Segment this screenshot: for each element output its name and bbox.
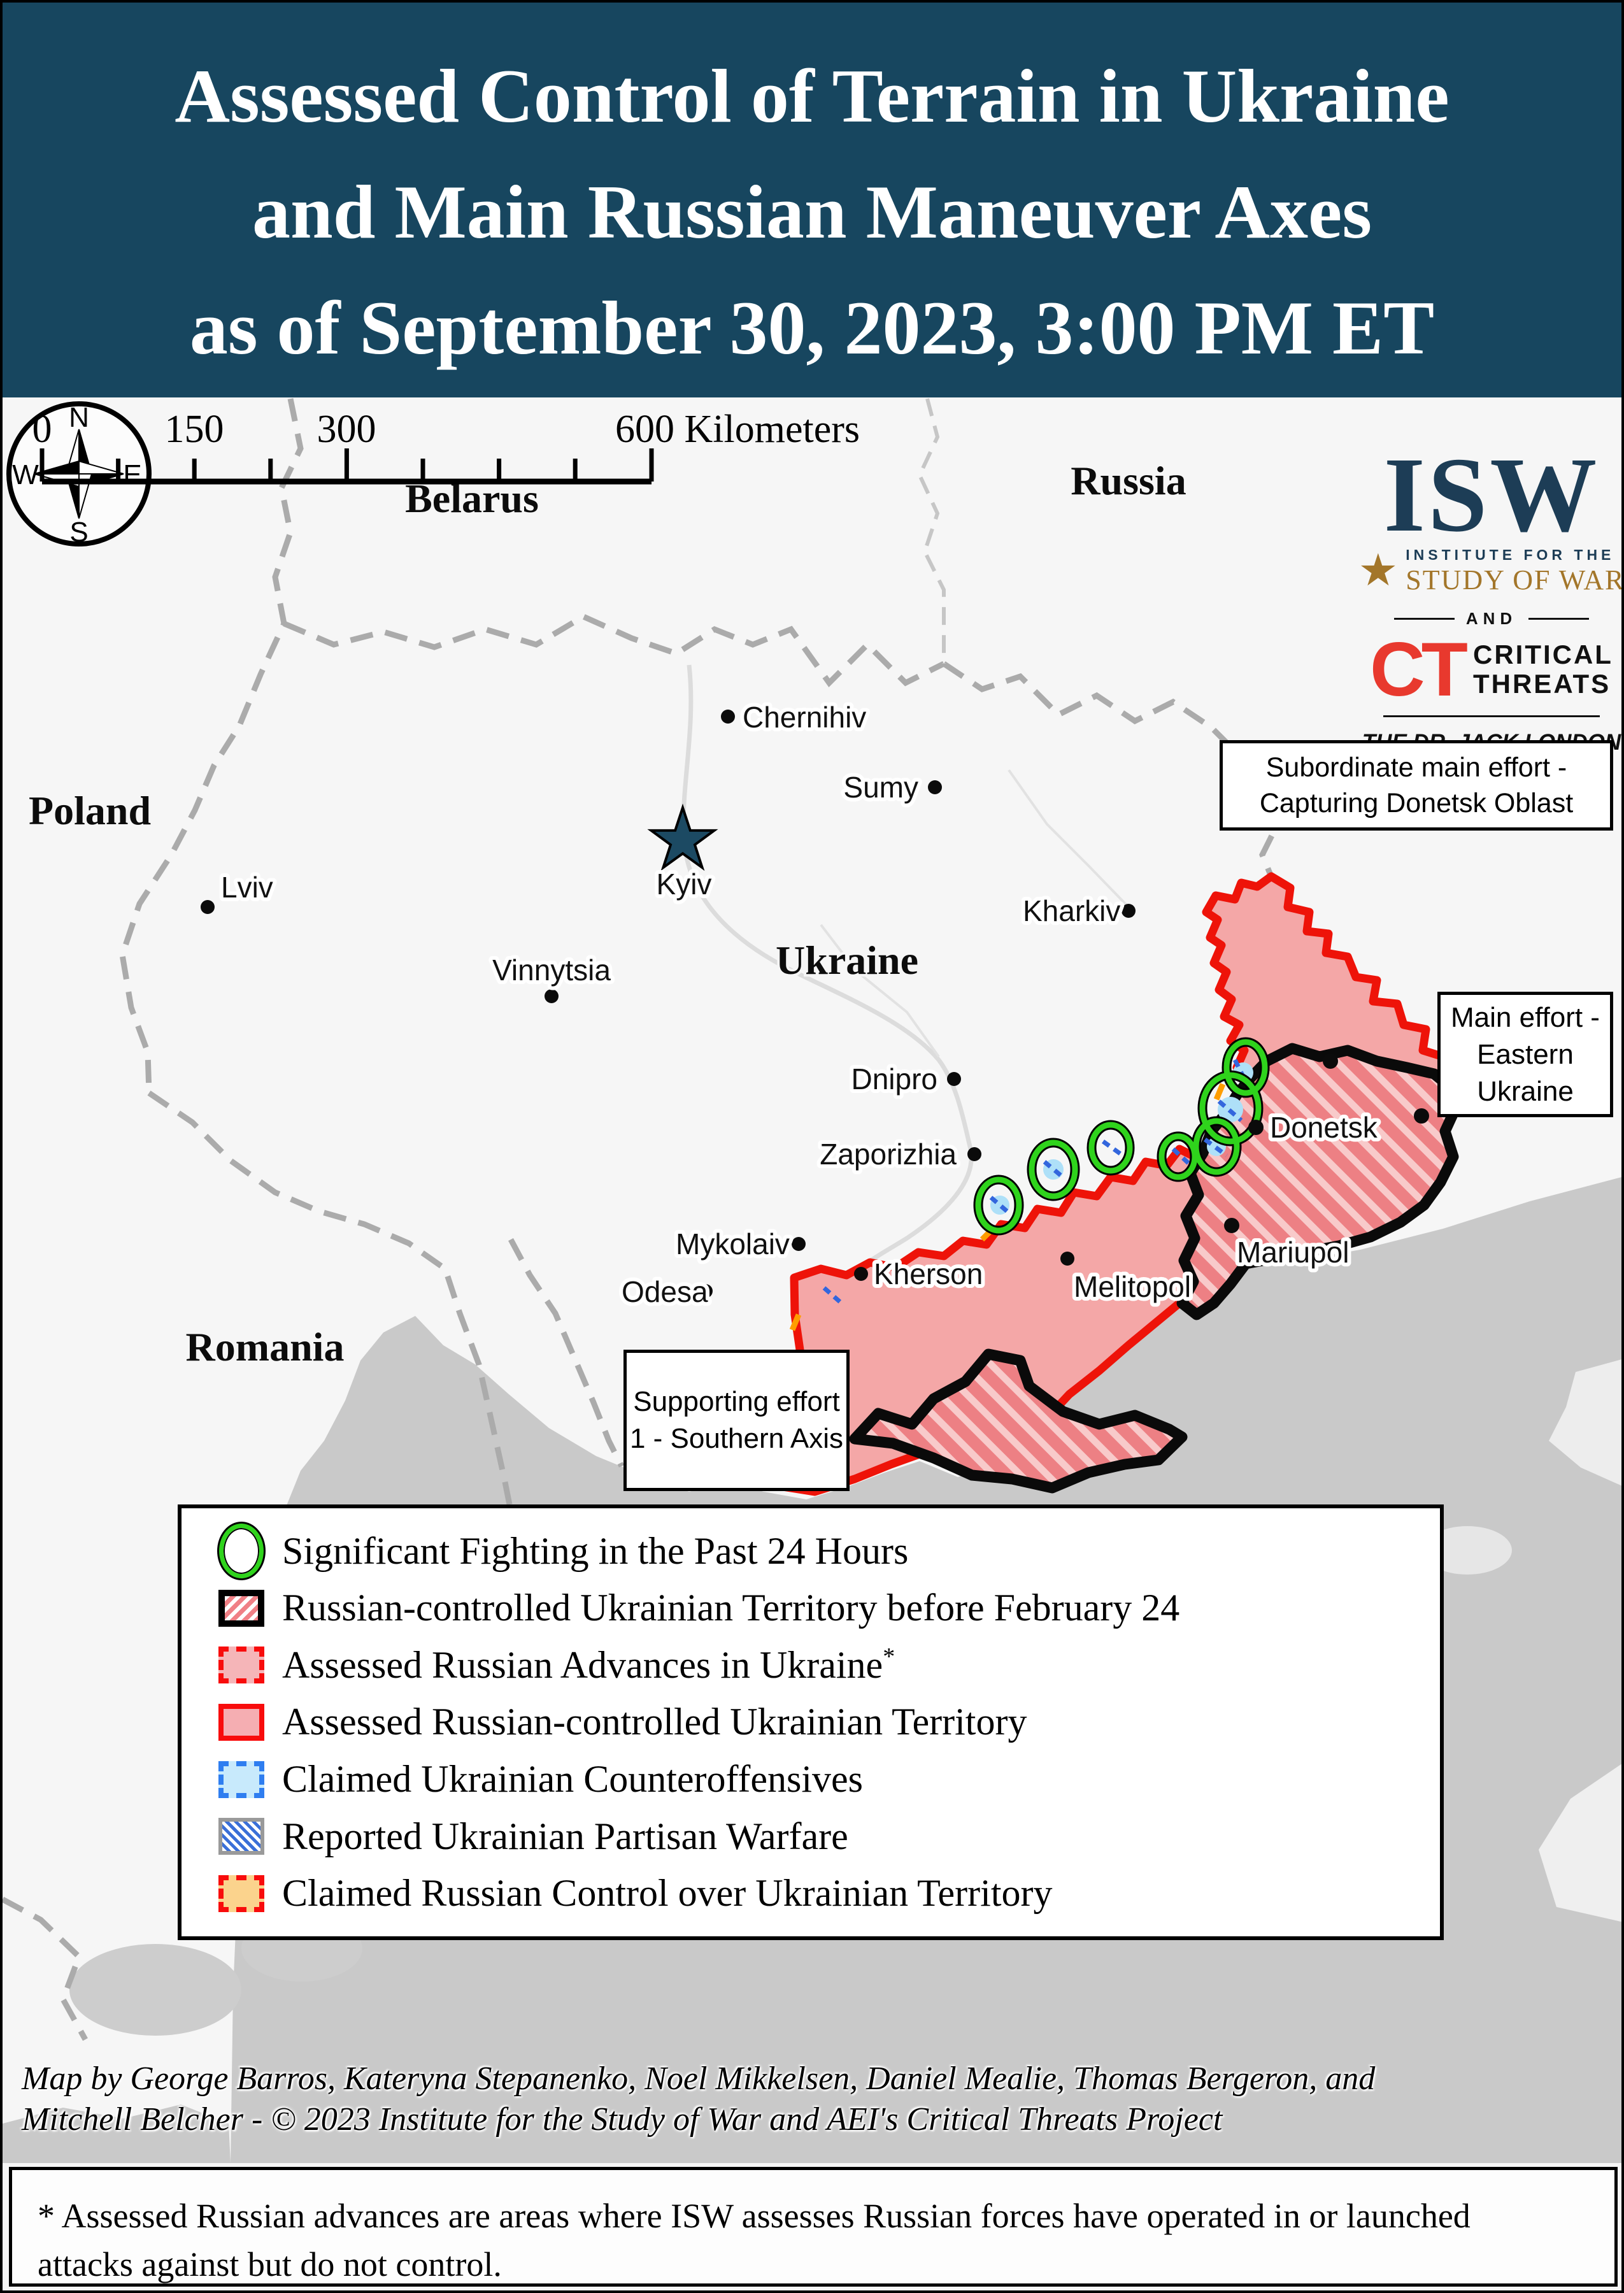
footnote-line-2: attacks against but do not control.	[38, 2245, 502, 2283]
city-dots	[201, 710, 1429, 1298]
city-label-vinnytsia: Vinnytsia	[492, 954, 611, 987]
legend-label: Russian-controlled Ukrainian Territory b…	[282, 1587, 1180, 1629]
city-label-kharkiv: Kharkiv	[1023, 894, 1120, 927]
legend-label: Claimed Russian Control over Ukrainian T…	[282, 1872, 1053, 1915]
divider-line	[1383, 715, 1600, 717]
country-label-poland: Poland	[29, 788, 151, 833]
scale-ticks	[39, 448, 654, 482]
footnote-line-1: * Assessed Russian advances are areas wh…	[38, 2197, 1471, 2235]
title-line-3: as of September 30, 2023, 3:00 PM ET	[189, 285, 1435, 370]
legend-label: Claimed Ukrainian Counteroffensives	[282, 1758, 864, 1801]
sea-landform	[1423, 1526, 1512, 1575]
compass-n: N	[69, 402, 89, 433]
credits-line-2: Mitchell Belcher - © 2023 Institute for …	[22, 2101, 1223, 2138]
taman-peninsula	[1549, 1359, 1621, 1486]
legend-row: Russian-controlled Ukrainian Territory b…	[210, 1581, 1440, 1636]
and-text: AND	[1465, 609, 1518, 628]
footnote-box: * Assessed Russian advances are areas wh…	[9, 2167, 1618, 2287]
russian-advances-icon	[218, 1647, 264, 1684]
legend-row: Claimed Ukrainian Counteroffensives	[210, 1752, 1440, 1807]
kyiv-star-icon	[647, 803, 718, 871]
city-label-odesa: Odesa	[622, 1275, 708, 1308]
city-label-chernihiv: Chernihiv	[743, 701, 866, 734]
legend-label: Assessed Russian-controlled Ukrainian Te…	[282, 1701, 1027, 1743]
map-canvas: Chernihiv Sumy Kyiv Lviv Vinnytsia Khark…	[3, 397, 1624, 2163]
city-label-dnipro: Dnipro	[851, 1062, 937, 1096]
scale-300: 300	[317, 408, 376, 451]
russian-controlled-icon	[218, 1703, 264, 1741]
partisan-warfare-icon	[218, 1818, 264, 1855]
map-legend: Significant Fighting in the Past 24 Hour…	[178, 1504, 1444, 1940]
prefeb24-territory-icon	[218, 1589, 264, 1627]
callout-subordinate-main-effort: Subordinate main effort - Capturing Done…	[1220, 740, 1613, 831]
isw-study-of-war-text: STUDY OF WAR	[1406, 564, 1624, 596]
legend-row: Assessed Russian-controlled Ukrainian Te…	[210, 1695, 1440, 1750]
credits-line-1: Map by George Barros, Kateryna Stepanenk…	[22, 2061, 1376, 2097]
fighting-rings	[973, 1037, 1270, 1236]
city-label-mariupol: Mariupol	[1237, 1236, 1349, 1269]
header-banner: Assessed Control of Terrain in Ukraine a…	[3, 3, 1621, 397]
legend-label: Assessed Russian Advances in Ukraine*	[282, 1643, 895, 1687]
compass-s: S	[69, 517, 88, 548]
coast-blob	[69, 1944, 241, 2036]
ukrainian-counteroffensives-icon	[218, 1761, 264, 1798]
country-label-romania: Romania	[186, 1324, 345, 1369]
danube-delta-water	[3, 2104, 231, 2163]
belarus-russia-border	[917, 398, 946, 664]
divider-line	[1393, 618, 1455, 620]
legend-row: Significant Fighting in the Past 24 Hour…	[210, 1524, 1440, 1578]
compass-w: W	[12, 459, 39, 490]
title-line-1: Assessed Control of Terrain in Ukraine	[175, 54, 1449, 138]
scale-bar: 0 150 300 600 Kilometers	[32, 408, 860, 485]
footnote-asterisk: *	[883, 1643, 895, 1671]
map-credits: Map by George Barros, Kateryna Stepanenk…	[22, 2059, 1601, 2140]
city-label-donetsk: Donetsk	[1270, 1111, 1378, 1144]
city-label-melitopol: Melitopol	[1074, 1270, 1191, 1303]
legend-row: Assessed Russian Advances in Ukraine*	[210, 1638, 1440, 1692]
critical-threats-ct-icon: CT	[1370, 627, 1468, 712]
critical-text: CRITICAL	[1472, 639, 1613, 669]
legend-row: Reported Ukrainian Partisan Warfare	[210, 1809, 1440, 1864]
city-label-sumy: Sumy	[843, 771, 918, 804]
turkey-coast	[1539, 1764, 1621, 1922]
legend-label: Reported Ukrainian Partisan Warfare	[282, 1815, 848, 1857]
title-line-2: and Main Russian Maneuver Axes	[252, 169, 1372, 254]
fighting-ring-icon	[219, 1524, 264, 1578]
oblast-border	[820, 924, 940, 1058]
city-label-zaporizhia: Zaporizhia	[820, 1138, 957, 1171]
city-label-kherson: Kherson	[874, 1257, 983, 1290]
scale-600-kilometers: 600 Kilometers	[615, 408, 860, 451]
scale-0: 0	[32, 408, 52, 451]
city-label-lviv: Lviv	[221, 871, 273, 904]
callout-supporting-effort: Supporting effort 1 - Southern Axis	[623, 1350, 850, 1491]
city-label-kyiv: Kyiv	[657, 868, 712, 901]
country-label-ukraine: Ukraine	[776, 938, 918, 983]
callout-main-effort: Main effort - Eastern Ukraine	[1437, 992, 1613, 1117]
scale-150: 150	[165, 408, 224, 451]
city-label-mykolaiv: Mykolaiv	[676, 1227, 790, 1261]
isw-institute-text: INSTITUTE FOR THE	[1406, 546, 1615, 563]
isw-star-icon: ★	[1358, 546, 1399, 596]
divider-line	[1528, 618, 1590, 620]
isw-ct-logo: ISW ★ INSTITUTE FOR THE STUDY OF WAR AND…	[1358, 436, 1624, 785]
oblast-border	[1008, 769, 1130, 908]
claimed-russian-control-icon	[218, 1875, 264, 1912]
compass-e: E	[123, 459, 141, 490]
threats-text: THREATS	[1472, 669, 1611, 699]
page-title: Assessed Control of Terrain in Ukraine a…	[3, 3, 1621, 386]
legend-row: Claimed Russian Control over Ukrainian T…	[210, 1866, 1440, 1921]
isw-logo-text: ISW	[1383, 436, 1600, 554]
country-label-russia: Russia	[1071, 458, 1186, 503]
compass-rose: N E S W	[6, 401, 152, 548]
legend-label: Significant Fighting in the Past 24 Hour…	[282, 1529, 909, 1572]
prefeb24-crimea	[849, 1348, 1188, 1494]
ukrainian-counteroffensive-dashes	[822, 1059, 1250, 1304]
